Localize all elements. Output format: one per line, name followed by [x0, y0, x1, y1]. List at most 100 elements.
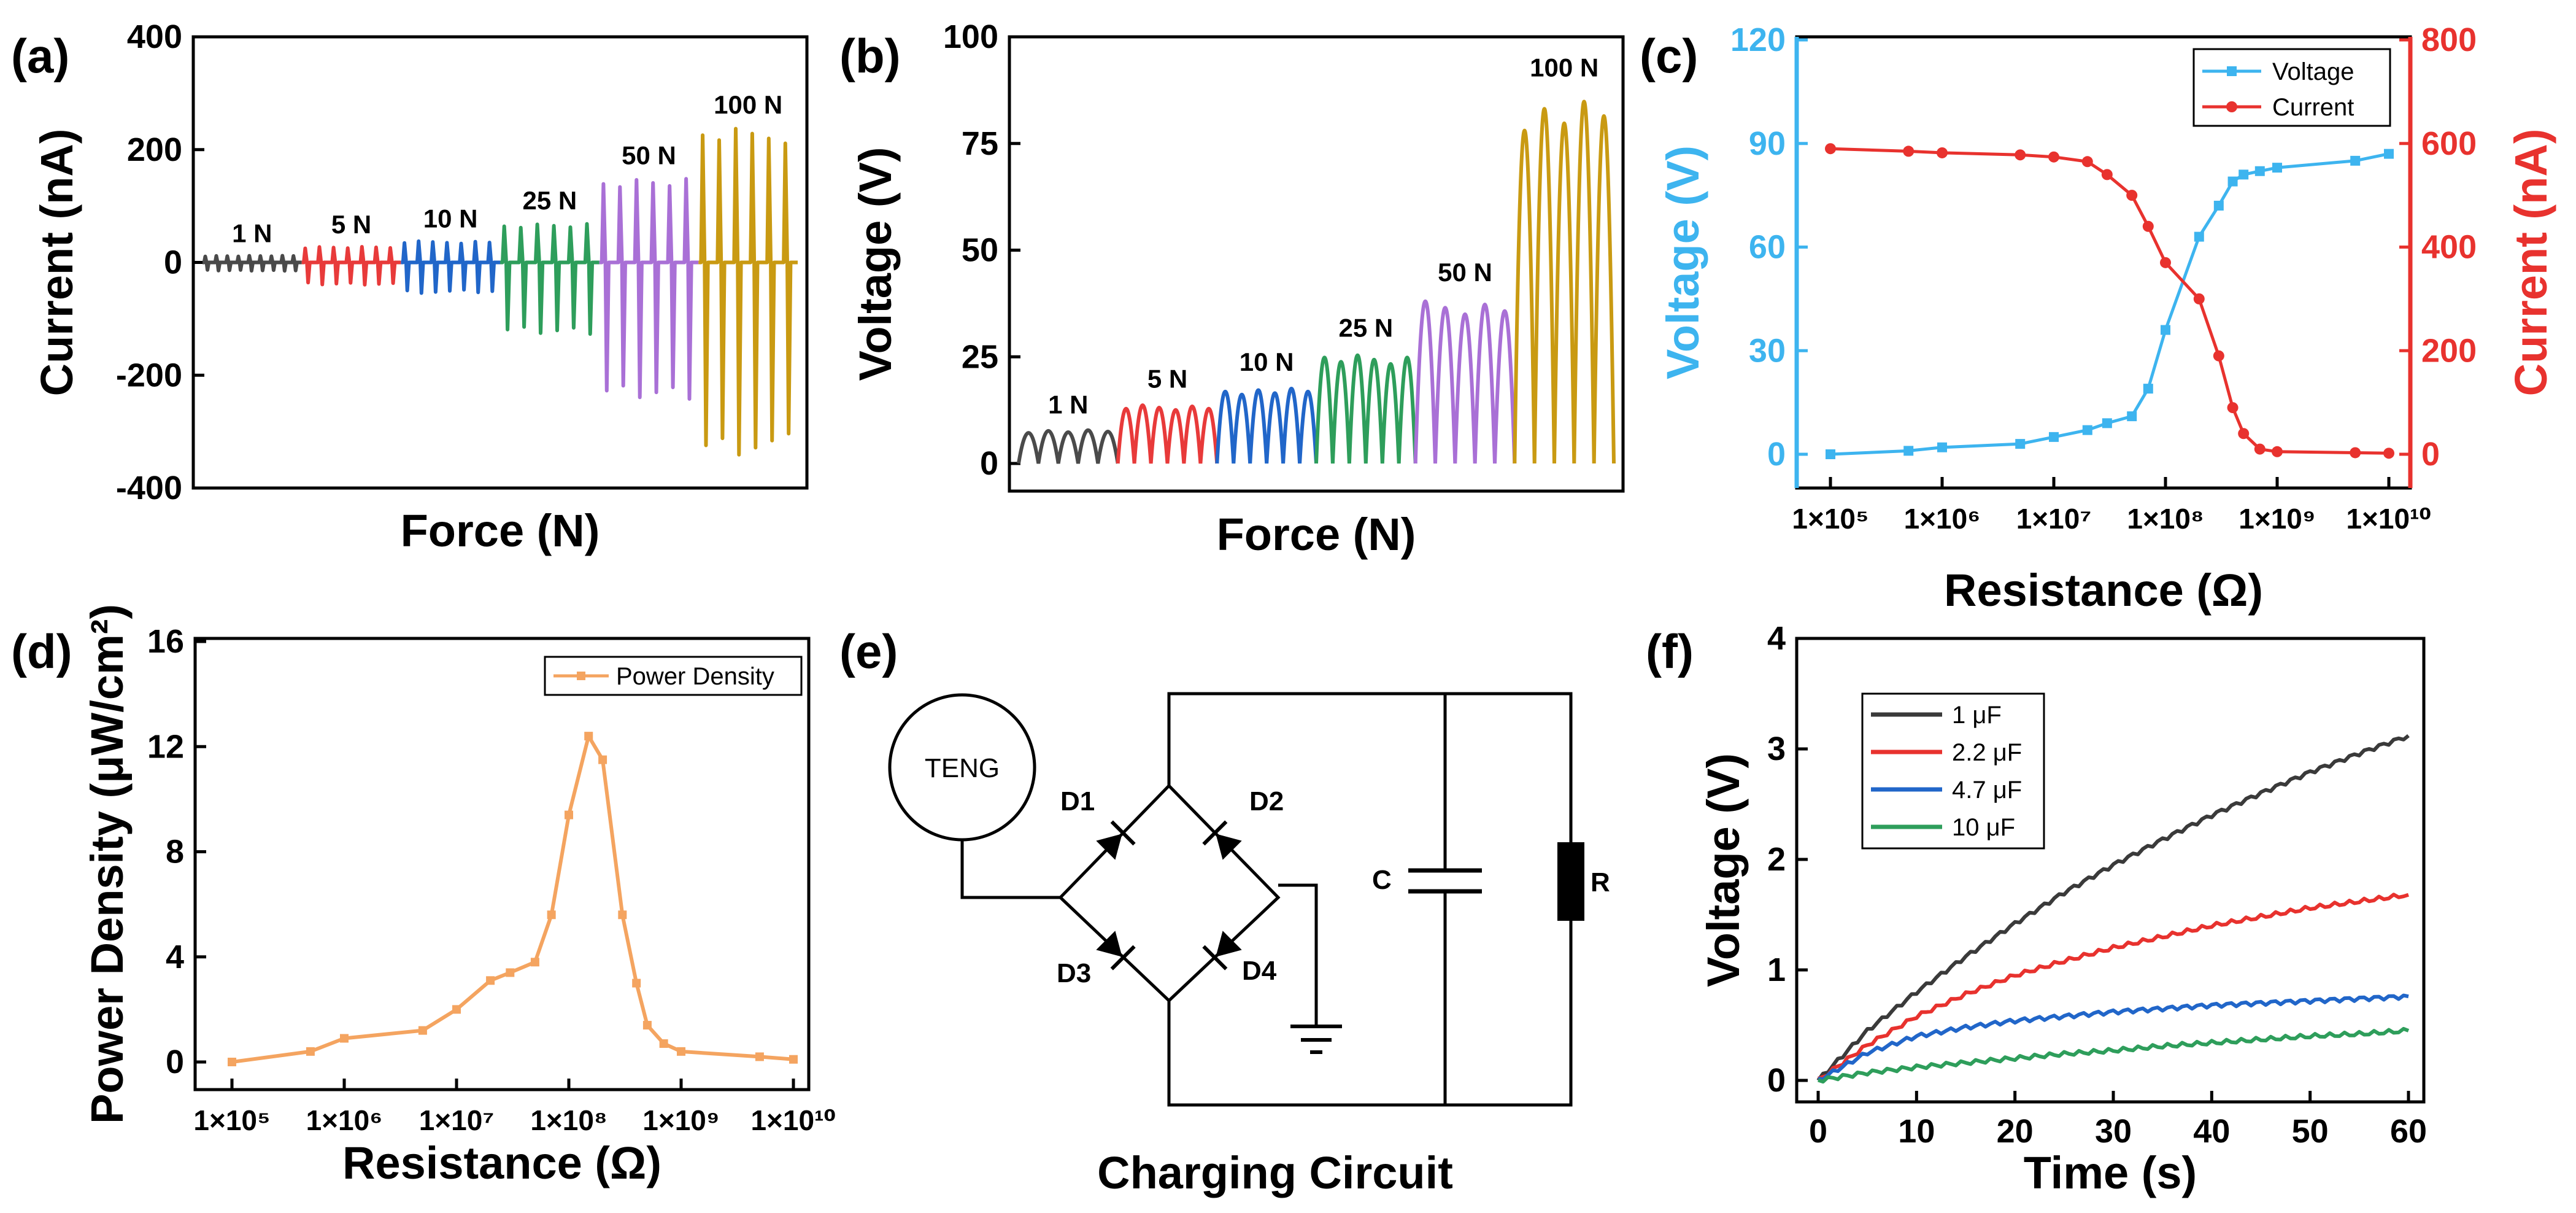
x-tick-label: 1×10¹⁰ — [2346, 503, 2431, 535]
data-point — [2048, 151, 2059, 163]
legend-label: 1 μF — [1952, 702, 2002, 729]
circuit-caption: Charging Circuit — [1097, 1147, 1453, 1198]
legend-label: 2.2 μF — [1952, 739, 2022, 766]
x-tick-label: 1×10⁵ — [193, 1104, 270, 1136]
data-point — [2102, 418, 2112, 428]
x-tick-label: 1×10⁶ — [1904, 503, 1981, 535]
data-point — [506, 968, 515, 977]
panel-label: (d) — [11, 624, 72, 678]
x-tick-label: 1×10⁵ — [1792, 503, 1868, 535]
y-axis-title: Current (nA) — [31, 129, 82, 397]
data-point — [2272, 163, 2282, 173]
diode-bar — [1110, 945, 1136, 971]
wire-rails — [1167, 692, 1573, 1107]
data-point — [2160, 257, 2171, 268]
data-point — [2383, 448, 2394, 459]
y-tick-label: 0 — [164, 244, 182, 281]
signal-trace-5N — [1116, 403, 1219, 464]
wire-ground — [1278, 883, 1318, 1025]
data-point — [2272, 446, 2283, 457]
signal-trace-1N — [202, 254, 302, 273]
signal-trace-10N — [401, 239, 500, 295]
legend-box — [1861, 692, 2045, 850]
data-point — [598, 755, 607, 764]
legend-label: 10 μF — [1952, 814, 2015, 841]
legend-box — [2192, 48, 2391, 127]
force-label: 5 N — [331, 210, 371, 239]
series-line — [1818, 1026, 2410, 1084]
y-tick-label: 0 — [166, 1044, 184, 1080]
x-tick-label: 1×10⁹ — [642, 1104, 719, 1136]
y-axis-title: Voltage (V) — [1698, 753, 1749, 987]
x-axis-title: Force (N) — [1217, 509, 1416, 560]
diode-bar — [1202, 945, 1228, 971]
x-tick-label: 50 — [2292, 1113, 2329, 1150]
legend-marker — [2226, 101, 2237, 112]
data-point — [2127, 411, 2137, 422]
label-resistor: R — [1591, 867, 1610, 897]
diode-d3 — [1096, 931, 1136, 971]
y2-tick-label: 400 — [2421, 229, 2477, 266]
legend-label: Current — [2272, 94, 2354, 121]
y-tick-label: 100 — [943, 18, 998, 55]
data-point — [2194, 231, 2204, 242]
teng-label: TENG — [925, 753, 1000, 783]
plot-frame — [1008, 35, 1625, 493]
data-point — [2238, 428, 2250, 440]
data-point — [2142, 220, 2154, 232]
y-tick-label: 120 — [1730, 21, 1786, 58]
x-tick-label: 20 — [1997, 1113, 2034, 1150]
panel-a-current-vs-force: (a) 400 200 0 -200 -400 Current (nA) Force (N) 1… — [11, 18, 809, 556]
panel-label: (c) — [1640, 29, 1698, 83]
y-tick-label: 8 — [166, 834, 184, 870]
y2-tick-label: 200 — [2421, 332, 2477, 369]
data-point — [789, 1055, 798, 1064]
data-point — [2049, 432, 2059, 442]
resistor — [1557, 842, 1584, 921]
diode-bar — [1202, 820, 1228, 846]
y-tick-label: 2 — [1767, 841, 1786, 878]
x-tick-label: 1×10⁷ — [2016, 503, 2092, 535]
force-label: 1 N — [232, 219, 272, 247]
series-line-power-density — [231, 734, 794, 1064]
data-point — [486, 976, 495, 985]
data-point — [2082, 425, 2092, 435]
wire-source — [960, 840, 1060, 899]
y-tick-label: 25 — [962, 338, 998, 375]
panel-d-power-density-vs-resistance: (d) 16 12 8 4 0 1×10⁵ 1×10⁶ 1×10⁷ 1×10⁸ 1×10⁹ 1×10¹… — [11, 604, 836, 1188]
legend-label: Power Density — [616, 663, 774, 690]
legend-label: Voltage — [2272, 58, 2354, 85]
force-label: 50 N — [622, 141, 676, 170]
data-point — [418, 1026, 427, 1035]
y-tick-label: 16 — [147, 623, 184, 660]
plot-frame — [1795, 637, 2426, 1104]
panel-label: (a) — [11, 29, 69, 83]
data-point — [2081, 156, 2093, 168]
y-tick-label: 0 — [1767, 436, 1786, 473]
legend-label: 4.7 μF — [1952, 777, 2022, 804]
data-point — [1937, 442, 1947, 452]
force-label: 10 N — [1240, 347, 1294, 376]
y-tick-label: 3 — [1767, 731, 1786, 767]
series-line — [1818, 993, 2409, 1082]
diode-bar — [1110, 820, 1136, 846]
y-axis-title: Voltage (V) — [1657, 145, 1708, 379]
data-point — [2101, 169, 2113, 180]
force-label: 10 N — [423, 204, 478, 233]
signal-trace-100N — [1513, 99, 1616, 464]
y-tick-label: 50 — [962, 232, 998, 269]
data-point — [2350, 155, 2361, 166]
y-tick-label: -400 — [116, 470, 182, 506]
data-point — [755, 1052, 764, 1061]
panel-label: (b) — [839, 29, 901, 83]
y-tick-label: 200 — [127, 131, 182, 168]
data-point — [228, 1058, 236, 1066]
series-line — [1816, 734, 2410, 1082]
label-d4: D4 — [1242, 956, 1277, 986]
panel-e-charging-circuit: (e) TENG D1 D2 D3 D4 C R Charging Circuit — [839, 624, 1610, 1198]
diode-d4 — [1202, 931, 1242, 971]
x-tick-label: 0 — [1809, 1113, 1827, 1150]
data-point — [2350, 447, 2361, 459]
label-d3: D3 — [1057, 958, 1091, 988]
